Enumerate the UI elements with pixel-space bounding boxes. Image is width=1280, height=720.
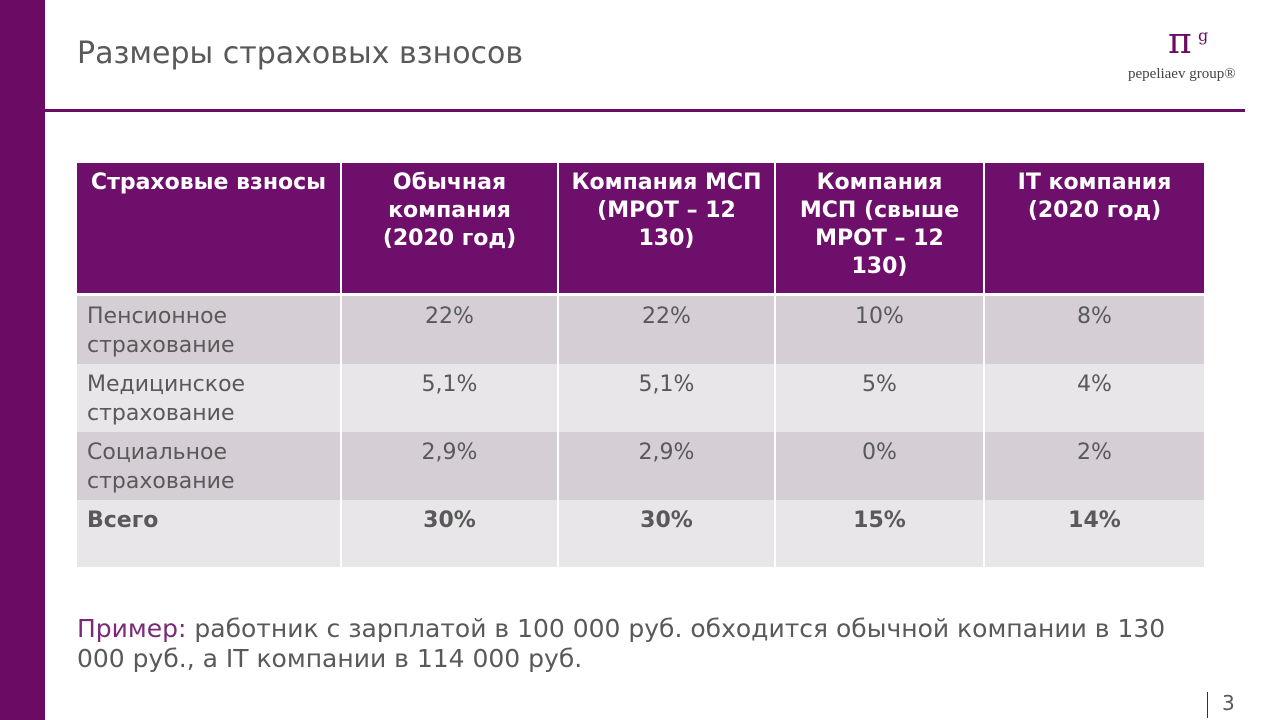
row-label: Социальное страхование [77,432,342,500]
table-body: Пенсионное страхование 22% 22% 10% 8% Медицин… [77,294,1206,567]
table-cell: 2% [984,432,1206,500]
table-cell: 5,1% [341,364,559,432]
example-label: Пример: [77,614,187,643]
logo-superscript: g [1198,26,1209,45]
page-number: 3 [1222,691,1235,715]
example-text: работник с зарплатой в 100 000 руб. обхо… [77,614,1166,673]
table-cell: 8% [984,294,1206,364]
row-label: Всего [77,500,342,567]
page-number-bar [1207,692,1208,718]
table-cell: 10% [775,294,985,364]
table-cell: 22% [558,294,776,364]
column-header: IT компания (2020 год) [984,163,1206,296]
table-cell: 22% [341,294,559,364]
row-label: Пенсионное страхование [77,294,342,364]
slide-title: Размеры страховых взносов [77,36,524,71]
table-row: Социальное страхование 2,9% 2,9% 0% 2% [77,432,1206,500]
table-row: Медицинское страхование 5,1% 5,1% 5% 4% [77,364,1206,432]
logo-name: pepeliaev group® [1128,66,1236,82]
header-row: Страховые взносы Обычная компания (2020 г… [77,163,1206,296]
column-header: Страховые взносы [77,163,342,296]
logo-symbol: π [1168,21,1192,62]
table-head: Страховые взносы Обычная компания (2020 г… [77,163,1206,296]
table-cell: 30% [341,500,559,567]
table-cell: 5,1% [558,364,776,432]
table-cell: 5% [775,364,985,432]
table-cell: 0% [775,432,985,500]
table-cell: 14% [984,500,1206,567]
table-row: Пенсионное страхование 22% 22% 10% 8% [77,294,1206,364]
sidebar [0,0,45,720]
table-cell: 4% [984,364,1206,432]
column-header: Обычная компания (2020 год) [341,163,559,296]
example: Пример: работник с зарплатой в 100 000 р… [77,614,1197,674]
column-header: Компания МСП (МРОТ – 12 130) [558,163,776,296]
table-cell: 2,9% [341,432,559,500]
table-cell: 15% [775,500,985,567]
column-header: Компания МСП (свыше МРОТ – 12 130) [775,163,985,296]
contributions-table: Страховые взносы Обычная компания (2020 г… [77,163,1206,567]
header-rule [45,109,1245,112]
table-cell: 30% [558,500,776,567]
table-row: Всего 30% 30% 15% 14% [77,500,1206,567]
row-label: Медицинское страхование [77,364,342,432]
table-cell: 2,9% [558,432,776,500]
